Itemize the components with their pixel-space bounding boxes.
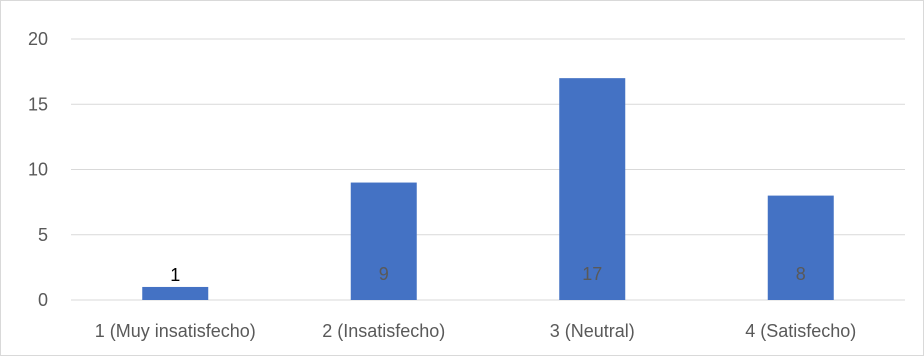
bar bbox=[142, 286, 209, 300]
x-tick-label: 2 (Insatisfecho) bbox=[322, 321, 445, 341]
bar bbox=[350, 182, 417, 300]
data-label: 17 bbox=[582, 264, 602, 284]
y-tick-label: 5 bbox=[38, 225, 48, 245]
bars bbox=[142, 78, 834, 301]
y-tick-label: 10 bbox=[28, 160, 48, 180]
data-label: 1 bbox=[170, 265, 180, 285]
bar bbox=[559, 78, 626, 301]
y-tick-label: 15 bbox=[28, 94, 48, 114]
x-axis-tick-labels: 1 (Muy insatisfecho) 2 (Insatisfecho) 3 (N… bbox=[95, 321, 857, 341]
bar bbox=[767, 195, 834, 300]
y-axis-tick-labels: 0 5 10 15 20 bbox=[28, 29, 48, 310]
y-tick-label: 20 bbox=[28, 29, 48, 49]
x-tick-label: 4 (Satisfecho) bbox=[745, 321, 856, 341]
data-label: 8 bbox=[796, 264, 806, 284]
x-tick-label: 3 (Neutral) bbox=[550, 321, 635, 341]
y-tick-label: 0 bbox=[38, 290, 48, 310]
x-tick-label: 1 (Muy insatisfecho) bbox=[95, 321, 256, 341]
data-labels: 1 9 17 8 bbox=[170, 264, 806, 285]
data-label: 9 bbox=[379, 264, 389, 284]
gridlines bbox=[71, 38, 905, 301]
